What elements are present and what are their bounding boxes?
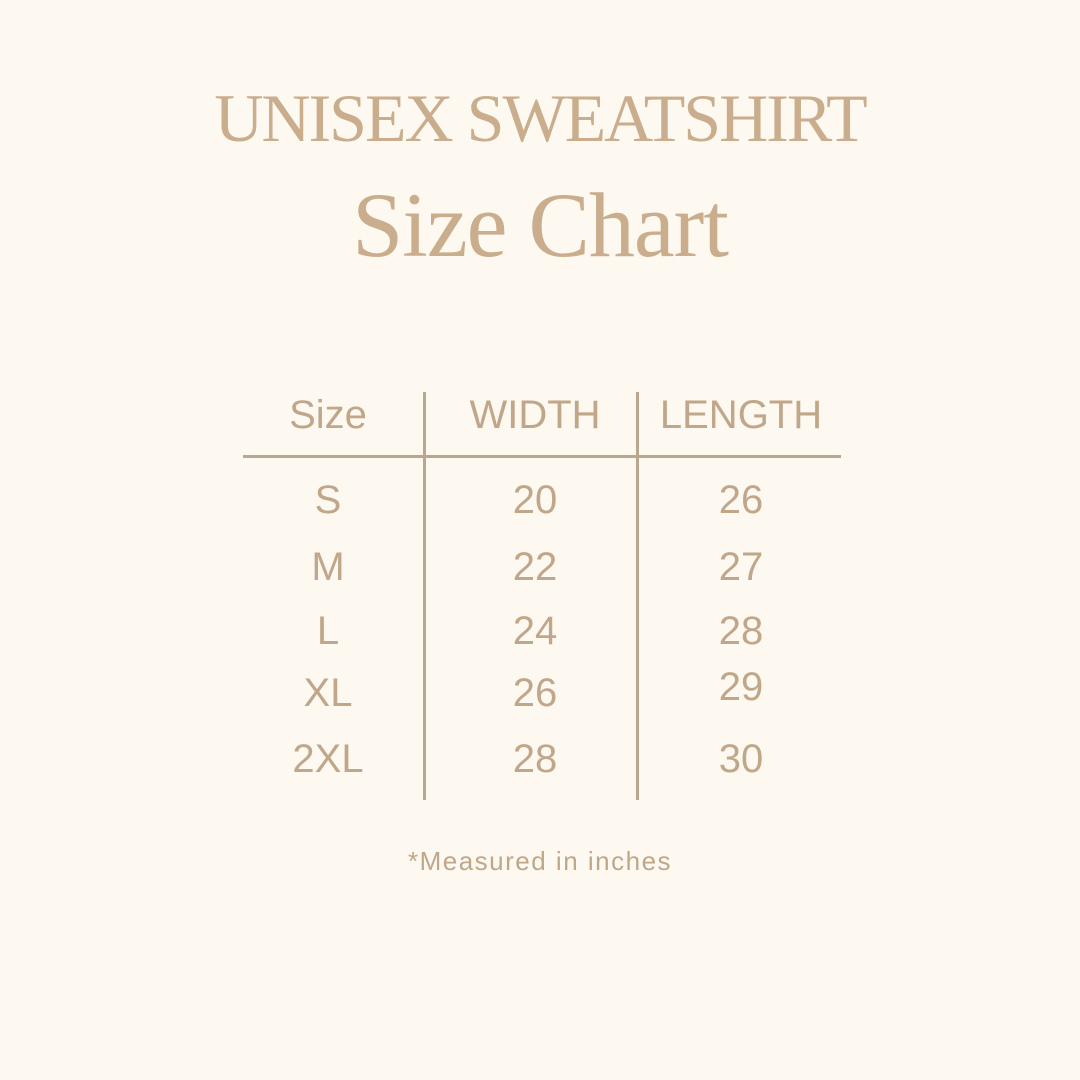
length-cell: 27 <box>718 545 764 589</box>
size-cell: XL <box>303 671 353 715</box>
footnote: *Measured in inches <box>407 846 673 876</box>
column-divider <box>636 392 639 800</box>
width-cell: 20 <box>512 478 558 522</box>
size-cell: M <box>311 545 345 589</box>
column-divider <box>423 392 426 800</box>
header-size: Size <box>289 393 367 437</box>
size-cell: 2XL <box>292 737 364 781</box>
length-cell: 26 <box>718 478 764 522</box>
size-cell: L <box>316 609 340 653</box>
product-title: UNISEX SWEATSHIRT <box>214 80 867 156</box>
length-cell: 28 <box>718 609 764 653</box>
width-cell: 28 <box>512 737 558 781</box>
header-divider <box>243 455 841 458</box>
width-cell: 22 <box>512 545 558 589</box>
length-cell: 29 <box>718 665 764 709</box>
width-cell: 24 <box>512 609 558 653</box>
length-cell: 30 <box>718 737 764 781</box>
header-length: LENGTH <box>659 393 823 437</box>
header-width: WIDTH <box>469 393 601 437</box>
size-cell: S <box>314 478 342 522</box>
page-title: Size Chart <box>352 174 729 276</box>
width-cell: 26 <box>512 671 558 715</box>
